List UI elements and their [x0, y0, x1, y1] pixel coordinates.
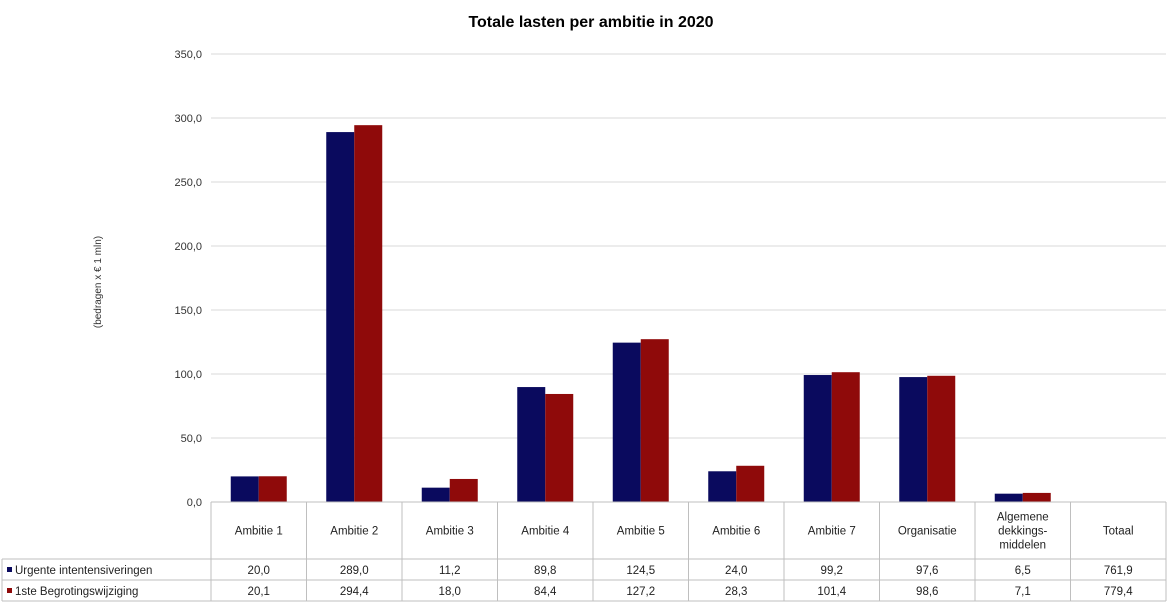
data-label: 20,1 — [248, 586, 270, 598]
bar-urgente-intentensiveringen — [230, 476, 259, 502]
chart-title: Totale lasten per ambitie in 2020 — [468, 14, 713, 31]
bar-urgente-intentensiveringen — [803, 375, 832, 502]
category-label: Ambitie 3 — [426, 526, 474, 538]
data-label: 11,2 — [439, 565, 461, 577]
data-label: 28,3 — [725, 586, 747, 598]
y-tick-label: 100,0 — [174, 369, 202, 381]
data-label: 89,8 — [534, 565, 556, 577]
bars — [230, 125, 1051, 502]
y-tick-label: 350,0 — [174, 49, 202, 61]
bar-1ste-begrotingswijziging — [831, 372, 860, 502]
y-tick-label: 0,0 — [187, 497, 202, 509]
bar-urgente-intentensiveringen — [708, 471, 737, 502]
y-axis-ticks: 0,0 50,0 100,0 150,0 200,0 250,0 300,0 350,0 — [174, 49, 202, 509]
y-tick-label: 150,0 — [174, 305, 202, 317]
data-label: 97,6 — [916, 565, 938, 577]
y-tick-label: 200,0 — [174, 241, 202, 253]
bar-1ste-begrotingswijziging — [640, 339, 669, 502]
data-label: 101,4 — [817, 586, 846, 598]
data-label: 127,2 — [626, 586, 655, 598]
data-label: 294,4 — [340, 586, 369, 598]
y-axis-label: (bedragen x € 1 mln) — [93, 236, 104, 328]
category-label: Ambitie 7 — [808, 526, 856, 538]
category-label: Ambitie 5 — [617, 526, 665, 538]
category-label: Totaal — [1103, 526, 1134, 538]
bar-1ste-begrotingswijziging — [927, 375, 956, 502]
bar-1ste-begrotingswijziging — [736, 465, 765, 502]
data-label: 98,6 — [916, 586, 938, 598]
bar-1ste-begrotingswijziging — [354, 125, 383, 502]
bar-urgente-intentensiveringen — [517, 387, 546, 502]
y-tick-label: 50,0 — [181, 433, 202, 445]
y-tick-label: 300,0 — [174, 113, 202, 125]
bar-urgente-intentensiveringen — [612, 342, 641, 502]
bar-urgente-intentensiveringen — [326, 132, 355, 502]
data-label: 7,1 — [1015, 586, 1031, 598]
category-label: Ambitie 2 — [330, 526, 378, 538]
y-tick-label: 250,0 — [174, 177, 202, 189]
bar-1ste-begrotingswijziging — [258, 476, 287, 502]
data-label: 761,9 — [1104, 565, 1133, 577]
data-label: 84,4 — [534, 586, 557, 598]
data-label: 18,0 — [439, 586, 461, 598]
legend-swatch — [7, 588, 12, 593]
bar-1ste-begrotingswijziging — [449, 478, 478, 502]
data-label: 20,0 — [248, 565, 270, 577]
data-label: 24,0 — [725, 565, 747, 577]
legend-label: 1ste Begrotingswijziging — [15, 586, 138, 598]
data-label: 6,5 — [1015, 565, 1031, 577]
legend-swatch — [7, 567, 12, 572]
data-label: 124,5 — [626, 565, 655, 577]
data-label: 289,0 — [340, 565, 369, 577]
bar-1ste-begrotingswijziging — [1022, 492, 1051, 502]
bar-urgente-intentensiveringen — [899, 377, 928, 502]
category-label: Ambitie 1 — [235, 526, 283, 538]
category-label: Ambitie 6 — [712, 526, 760, 538]
legend-label: Urgente intentensiveringen — [15, 565, 152, 577]
data-label: 779,4 — [1104, 586, 1133, 598]
data-label: 99,2 — [821, 565, 843, 577]
bar-1ste-begrotingswijziging — [545, 393, 574, 502]
category-label: Organisatie — [898, 526, 957, 538]
bar-urgente-intentensiveringen — [994, 493, 1023, 502]
bar-urgente-intentensiveringen — [421, 487, 450, 502]
category-label: Algemene dekkings-middelen — [997, 512, 1049, 552]
data-table: Ambitie 1 Ambitie 2 Ambitie 3 Ambitie 4 Ambi… — [1, 501, 1167, 602]
category-label: Ambitie 4 — [521, 526, 570, 538]
